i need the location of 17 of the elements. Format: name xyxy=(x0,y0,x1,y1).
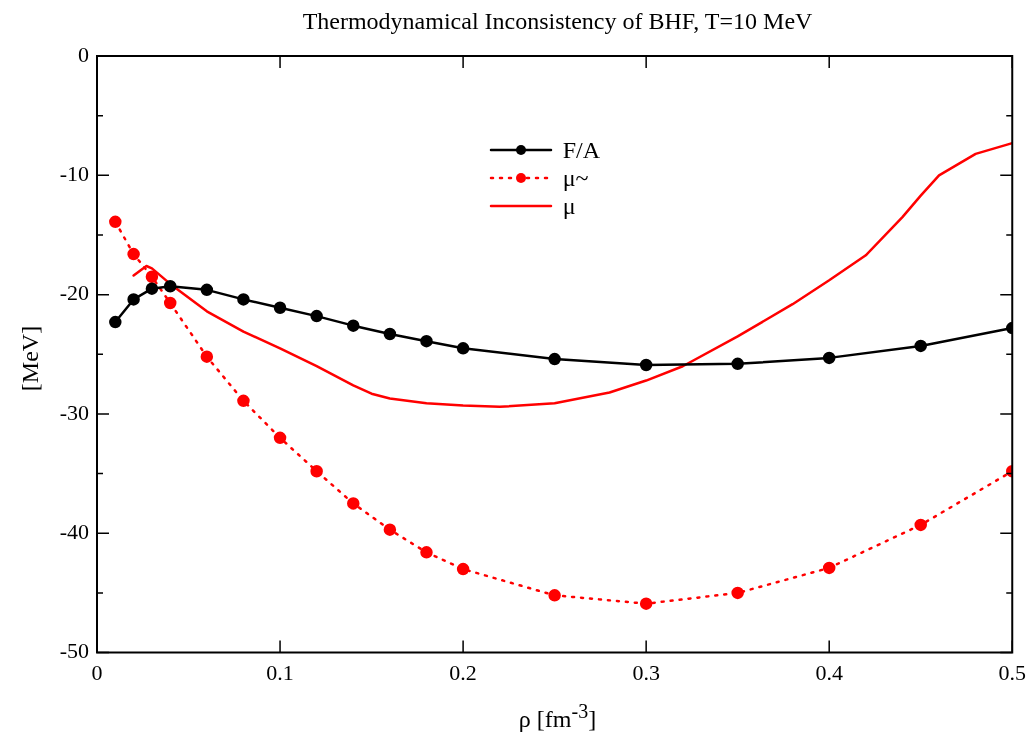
y-tick-label: -40 xyxy=(59,519,89,545)
legend-label: μ~ xyxy=(562,164,589,192)
y-tick-label: -50 xyxy=(59,638,89,664)
y-tick-label: -10 xyxy=(59,161,89,187)
legend-label: μ xyxy=(562,192,576,220)
x-tick-label: 0.2 xyxy=(449,659,477,685)
chart-title: Thermodynamical Inconsistency of BHF, T=10 MeV xyxy=(301,8,814,35)
y-tick-label: 0 xyxy=(78,41,89,67)
y-tick-label: -30 xyxy=(59,399,89,425)
y-tick-label: -20 xyxy=(59,280,89,306)
x-tick-label: 0.1 xyxy=(266,659,294,685)
x-tick-label: 0.4 xyxy=(815,659,843,685)
legend-label: F/A xyxy=(562,136,600,164)
x-tick-label: 0.3 xyxy=(632,659,660,685)
x-axis-title: ρ [fm$^{-3}$] xyxy=(517,700,598,733)
x-tick-label: 0.5 xyxy=(998,659,1026,685)
y-axis-title: [MeV] xyxy=(16,324,44,394)
